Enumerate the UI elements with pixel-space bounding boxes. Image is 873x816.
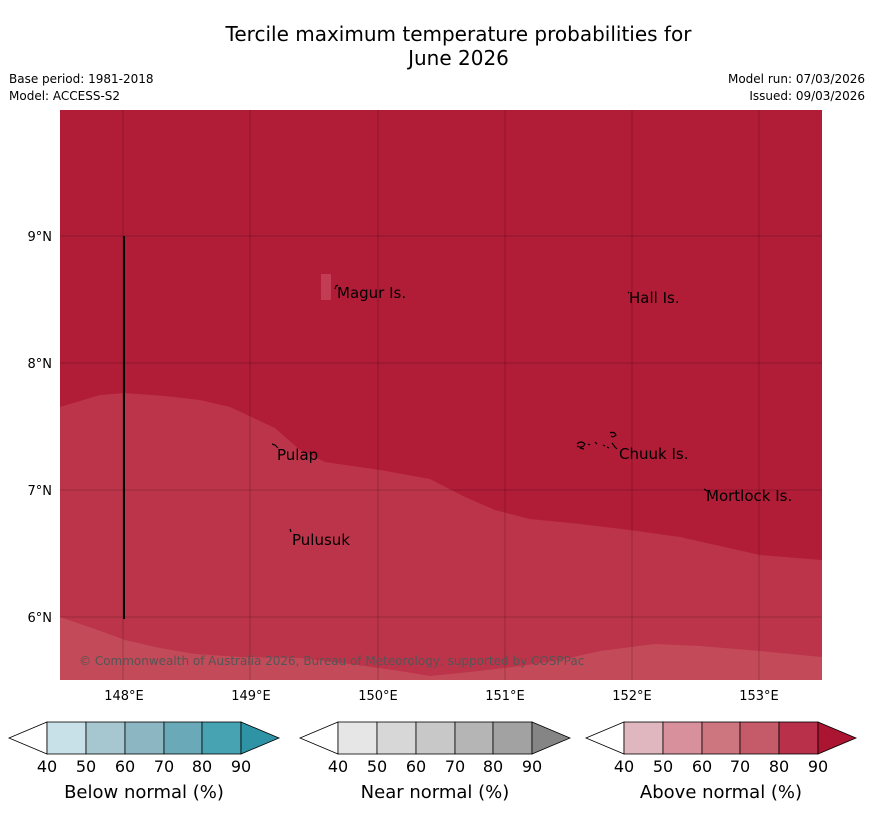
colorbar-above-title: Above normal (%): [640, 782, 802, 803]
lon-label-151e: 151°E: [485, 689, 525, 704]
colorbar-near-segment: [492, 721, 533, 755]
probability-field: [60, 110, 822, 680]
lat-label-9n: 9°N: [28, 230, 53, 245]
colorbar-near-title: Near normal (%): [361, 782, 510, 803]
place-label-chuuk: Chuuk Is.: [619, 445, 688, 463]
colorbar-below-segment: [124, 721, 165, 755]
copyright-notice: © Commonwealth of Australia 2026, Bureau…: [79, 654, 584, 668]
colorbar-near-segment: [376, 721, 417, 755]
pulusuk-island-icon: [289, 528, 292, 533]
lon-label-148e: 148°E: [104, 689, 144, 704]
colorbar-below-segment: [46, 721, 87, 755]
above-normal-60-70-region: [60, 617, 822, 680]
lon-label-150e: 150°E: [358, 689, 398, 704]
colorbar-below-tick: 80: [192, 757, 212, 776]
colorbar-near-max-arrow: [531, 721, 572, 755]
colorbar-near-tick: 80: [483, 757, 503, 776]
colorbar-below-segment: [201, 721, 242, 755]
colorbar-below-tick: 40: [37, 757, 57, 776]
colorbar-above-max-arrow: [817, 721, 858, 755]
mortlock-island-icon: [703, 488, 708, 492]
lat-label-8n: 8°N: [28, 357, 53, 372]
colorbar-near-segment: [337, 721, 378, 755]
colorbar-above-tick: 60: [692, 757, 712, 776]
magur-island-icon: [334, 284, 339, 290]
colorbar-below-tick: 90: [231, 757, 251, 776]
colorbar-above-tick: 40: [614, 757, 634, 776]
colorbar-below-title: Below normal (%): [64, 782, 224, 803]
hall-island-icon: [627, 291, 630, 294]
place-label-magur: Magur Is.: [337, 284, 406, 302]
colorbar-above-segment: [662, 721, 703, 755]
colorbar-above-tick: 50: [653, 757, 673, 776]
colorbar-near-segment: [454, 721, 494, 755]
colorbar-below-segment: [85, 721, 126, 755]
colorbar-above-segment: [778, 721, 819, 755]
colorbar-below-segment: [163, 721, 203, 755]
meta-right: Model run: 07/03/2026 Issued: 09/03/2026: [728, 71, 865, 105]
colorbar-near-segment: [415, 721, 456, 755]
colorbar-above-tick: 90: [808, 757, 828, 776]
issued-date: Issued: 09/03/2026: [749, 89, 865, 103]
model-name: Model: ACCESS-S2: [9, 89, 121, 103]
place-label-hall: Hall Is.: [629, 289, 680, 307]
pulap-island-icon: [271, 443, 279, 449]
lat-label-6n: 6°N: [28, 611, 53, 626]
colorbar-near-normal: 40 50 60 70 80 90 Near normal (%): [298, 721, 572, 803]
colorbar-near-tick: 50: [367, 757, 387, 776]
lon-label-152e: 152°E: [612, 689, 652, 704]
place-label-pulap: Pulap: [277, 446, 318, 464]
title-line-2: June 2026: [408, 46, 509, 70]
islands: [271, 284, 708, 533]
magur-grid-cell: [321, 274, 331, 300]
place-label-mortlock: Mortlock Is.: [706, 487, 792, 505]
place-label-pulusuk: Pulusuk: [292, 531, 350, 549]
colorbar-below-tick: 70: [154, 757, 174, 776]
colorbar-near-tick: 90: [522, 757, 542, 776]
lon-label-153e: 153°E: [739, 689, 779, 704]
colorbar-above-min-arrow: [584, 721, 625, 755]
colorbar-above-segment: [739, 721, 780, 755]
colorbar-above-tick: 80: [769, 757, 789, 776]
colorbar-near-tick: 70: [445, 757, 465, 776]
colorbar-below-max-arrow: [240, 721, 281, 755]
chuuk-lagoon-icon: [576, 431, 618, 450]
colorbar-below-tick: 60: [115, 757, 135, 776]
title-line-1: Tercile maximum temperature probabilitie…: [225, 22, 692, 46]
colorbar-above-segment: [623, 721, 664, 755]
above-normal-70-80-region: [60, 393, 822, 680]
colorbar-near-tick: 40: [328, 757, 348, 776]
colorbar-above-normal: 40 50 60 70 80 90 Above normal (%): [584, 721, 858, 803]
colorbar-below-tick: 50: [76, 757, 96, 776]
colorbar-near-tick: 60: [406, 757, 426, 776]
lat-label-7n: 7°N: [28, 484, 53, 499]
base-period: Base period: 1981-2018: [9, 72, 154, 86]
colorbar-above-segment: [701, 721, 741, 755]
colorbar-below-min-arrow: [7, 721, 48, 755]
colorbar-above-tick: 70: [730, 757, 750, 776]
model-run: Model run: 07/03/2026: [727, 72, 865, 86]
lon-label-149e: 149°E: [231, 689, 271, 704]
colorbar-near-min-arrow: [298, 721, 339, 755]
meta-left: Base period: 1981-2018 Model: ACCESS-S2: [9, 71, 154, 105]
colorbar-below-normal: 40 50 60 70 80 90 Below normal (%): [7, 721, 281, 803]
chart-title: Tercile maximum temperature probabilitie…: [0, 22, 873, 70]
